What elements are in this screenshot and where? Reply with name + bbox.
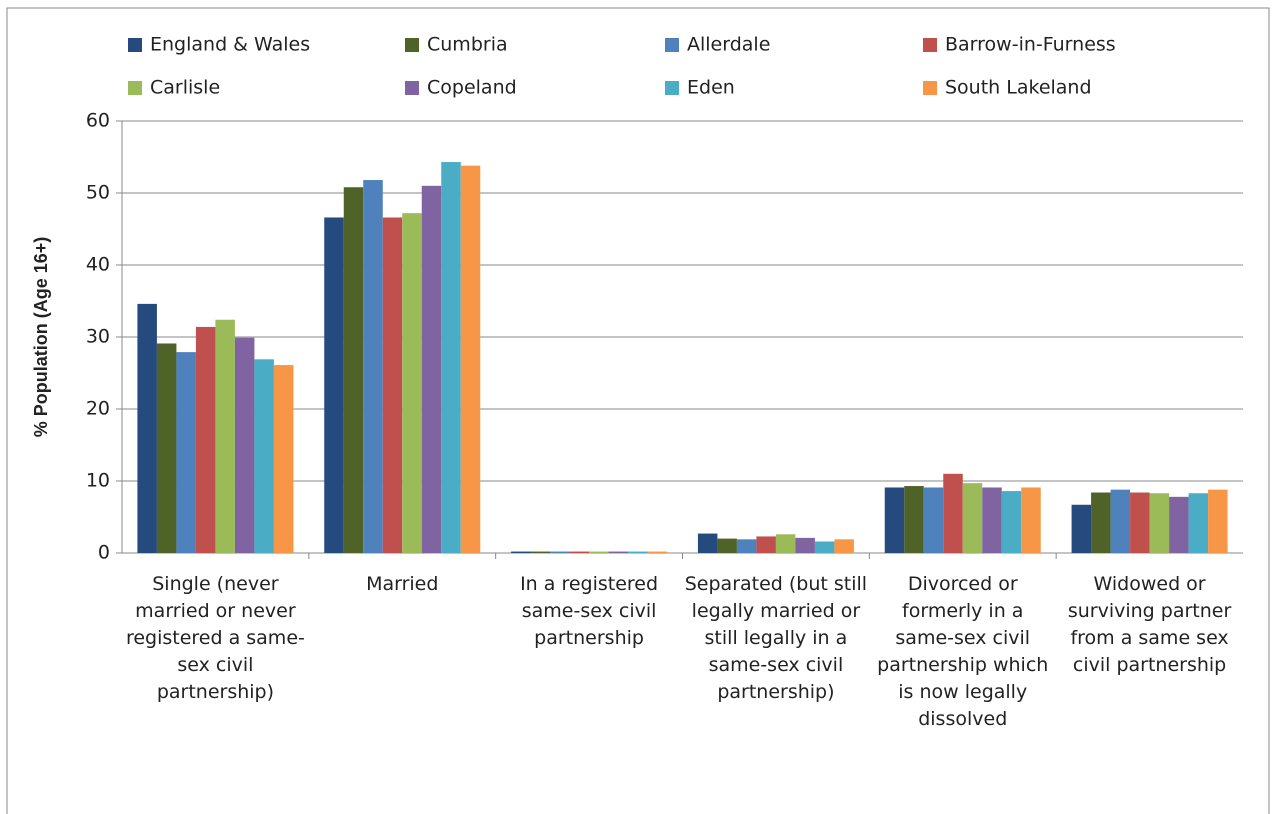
- y-tick-label: 20: [86, 398, 110, 420]
- bar: [717, 538, 737, 553]
- bar: [1130, 492, 1150, 553]
- bar: [697, 533, 718, 553]
- legend-label: England & Wales: [150, 34, 310, 56]
- bar: [1169, 496, 1189, 553]
- bar: [195, 326, 216, 553]
- bar: [982, 487, 1002, 553]
- y-tick-label: 40: [86, 254, 110, 276]
- legend-swatch: [128, 81, 142, 95]
- y-tick-label: 50: [86, 182, 110, 204]
- bar: [234, 337, 255, 553]
- bar: [382, 217, 403, 554]
- x-tick-label: Separated (but still legally married or …: [684, 573, 868, 703]
- bar: [156, 343, 177, 553]
- legend-label: Cumbria: [427, 34, 508, 56]
- bar: [628, 551, 648, 553]
- bar: [530, 551, 551, 553]
- legend-swatch: [405, 81, 419, 95]
- bar: [402, 213, 422, 553]
- y-tick-label: 0: [98, 542, 110, 564]
- bar: [511, 551, 531, 553]
- bar: [756, 536, 776, 553]
- bar: [1071, 504, 1092, 553]
- bar: [137, 303, 157, 553]
- legend-label: Carlisle: [150, 77, 220, 99]
- legend-label: Eden: [687, 77, 735, 99]
- bar: [608, 551, 629, 553]
- bar: [923, 487, 944, 553]
- bar: [1110, 489, 1131, 553]
- bar: [176, 352, 196, 553]
- bar: [441, 162, 461, 554]
- bar: [775, 534, 796, 553]
- legend-swatch: [923, 38, 937, 52]
- bar: [884, 487, 905, 553]
- bar: [1021, 487, 1041, 553]
- bar: [254, 359, 274, 553]
- y-axis-label: % Population (Age 16+): [31, 237, 51, 438]
- legend-swatch: [128, 38, 142, 52]
- bar: [1149, 493, 1170, 553]
- bar: [343, 187, 364, 554]
- bar: [460, 165, 481, 553]
- bar: [273, 365, 294, 553]
- legend-label: Copeland: [427, 77, 517, 99]
- bar: [1001, 491, 1022, 553]
- bar: [795, 537, 815, 553]
- bar: [1208, 489, 1228, 553]
- y-tick-label: 30: [86, 326, 110, 348]
- bar: [215, 319, 235, 553]
- legend-swatch: [665, 81, 679, 95]
- bar: [647, 551, 668, 553]
- x-tick-label: Divorced or formerly in a same-sex civil…: [877, 573, 1049, 730]
- bar: [324, 217, 344, 554]
- y-tick-label: 60: [86, 110, 110, 132]
- y-tick-label: 10: [86, 470, 110, 492]
- legend-swatch: [405, 38, 419, 52]
- bar: [834, 539, 854, 553]
- bar: [962, 483, 983, 553]
- x-tick-label: Single (never married or never registere…: [125, 573, 305, 703]
- legend-swatch: [665, 38, 679, 52]
- bar: [421, 185, 442, 554]
- legend-swatch: [923, 81, 937, 95]
- x-tick-label: In a registered same-sex civil partnersh…: [520, 573, 659, 649]
- bar: [904, 486, 924, 553]
- bar: [1091, 492, 1111, 553]
- legend-label: Allerdale: [687, 34, 770, 56]
- x-tick-label: Widowed or surviving partner from a same…: [1067, 573, 1232, 676]
- bar: [736, 539, 757, 553]
- bar: [569, 551, 590, 553]
- x-tick-label: Married: [366, 573, 439, 595]
- legend-label: South Lakeland: [945, 77, 1092, 99]
- bar: [589, 551, 609, 553]
- bar: [814, 541, 835, 553]
- bar: [1188, 493, 1209, 553]
- bar: [550, 551, 570, 553]
- legend-label: Barrow-in-Furness: [945, 34, 1116, 56]
- bar: [943, 473, 963, 553]
- bar: [363, 180, 383, 554]
